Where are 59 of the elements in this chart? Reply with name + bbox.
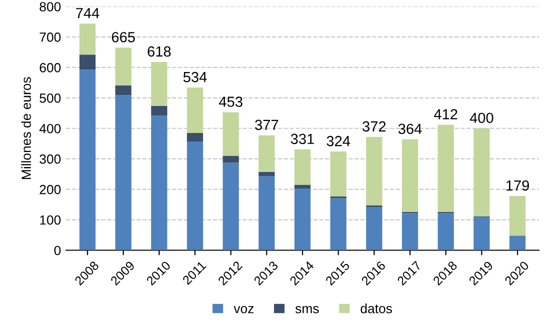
total-label: 400	[470, 112, 494, 124]
bar	[115, 85, 132, 96]
bar	[79, 24, 96, 55]
bar	[79, 54, 96, 70]
bar	[115, 48, 132, 86]
bar	[186, 132, 204, 142]
bar	[366, 136, 382, 206]
bar	[79, 70, 96, 250]
bar	[294, 188, 311, 250]
legend-label: voz	[234, 306, 254, 314]
legend-label: datos	[360, 304, 392, 314]
bar	[222, 112, 239, 156]
y-tick-label: 700	[40, 32, 61, 42]
legend-label: sms	[295, 306, 319, 314]
bar	[151, 116, 168, 250]
total-label: 534	[183, 72, 207, 82]
bar	[366, 207, 382, 250]
total-label: 618	[148, 46, 171, 57]
bar	[151, 106, 168, 116]
bar	[186, 141, 204, 250]
bar	[222, 156, 239, 163]
y-tick-label: 100	[40, 215, 61, 225]
total-label: 331	[290, 134, 314, 144]
bar	[474, 128, 490, 216]
total-label: 744	[76, 8, 100, 18]
total-label: 453	[219, 96, 242, 107]
y-tick-label: 300	[40, 154, 61, 164]
y-tick-label: 0	[54, 246, 61, 256]
total-label: 377	[255, 120, 278, 130]
bar	[438, 213, 454, 250]
y-tick-label: 400	[39, 124, 61, 134]
bar	[258, 176, 275, 250]
bar	[294, 149, 311, 185]
bar	[330, 152, 346, 196]
bar	[509, 236, 526, 250]
total-label: 324	[326, 136, 350, 146]
bar	[151, 62, 168, 106]
y-tick-label: 200	[40, 184, 61, 194]
total-label: 665	[112, 32, 135, 42]
y-tick-label: 800	[40, 2, 61, 12]
bar	[402, 213, 418, 250]
bar	[509, 196, 526, 236]
bar	[474, 217, 490, 250]
bar	[222, 162, 239, 250]
y-axis-title: Millones de euros	[21, 77, 31, 179]
total-label: 372	[362, 121, 386, 132]
bar	[330, 198, 346, 250]
bar	[402, 139, 418, 212]
y-tick-label: 500	[40, 93, 61, 103]
total-label: 412	[434, 109, 458, 120]
bar	[438, 124, 454, 212]
bar	[258, 172, 275, 176]
bar	[115, 95, 132, 250]
bar	[186, 88, 204, 133]
total-label: 364	[398, 124, 422, 134]
total-label: 179	[506, 180, 529, 191]
bar	[294, 184, 311, 189]
bar	[258, 135, 275, 172]
y-tick-label: 600	[40, 63, 61, 72]
